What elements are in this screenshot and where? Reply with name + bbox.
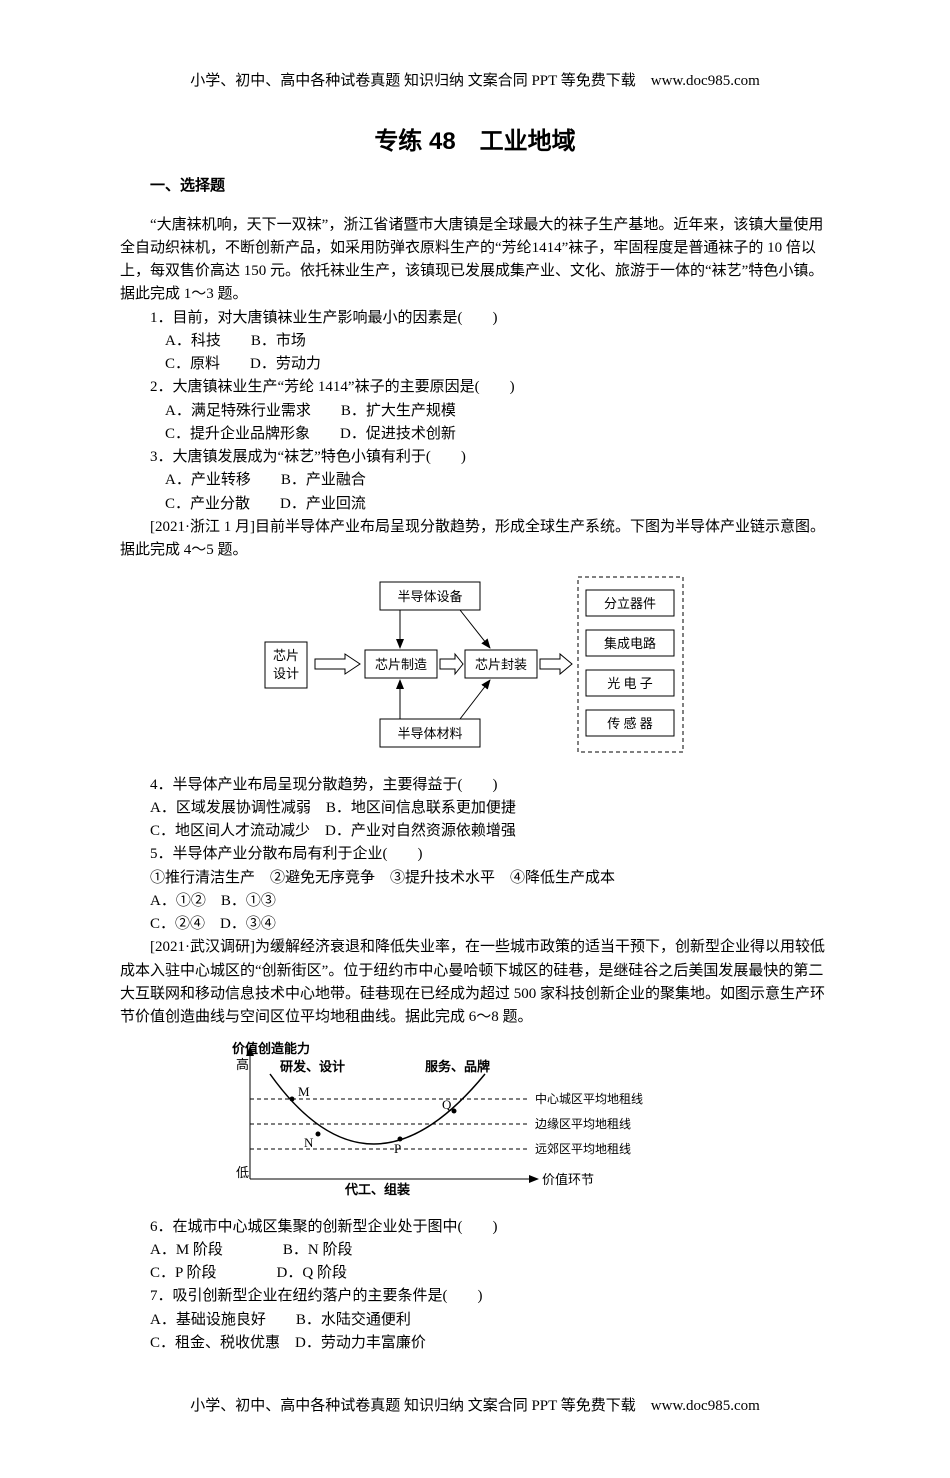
question-5-statements: ①推行清洁生产 ②避免无序竞争 ③提升技术水平 ④降低生产成本 xyxy=(120,867,830,890)
question-5: 5．半导体产业分散布局有利于企业( ) xyxy=(120,843,830,866)
question-5-options-row1: A．①② B．①③ xyxy=(120,890,830,913)
curve-right-label: 服务、品牌 xyxy=(425,1059,490,1074)
question-7: 7．吸引创新型企业在纽约落户的主要条件是( ) xyxy=(120,1285,830,1308)
y-bottom: 低 xyxy=(236,1165,249,1180)
node-sensor: 传 感 器 xyxy=(607,716,653,731)
section-heading: 一、选择题 xyxy=(120,175,830,198)
question-5-options-row2: C．②④ D．③④ xyxy=(120,913,830,936)
question-2-options-row1: A．满足特殊行业需求 B．扩大生产规模 xyxy=(120,400,830,423)
node-materials: 半导体材料 xyxy=(397,726,462,741)
node-chip-design-l1: 芯片 xyxy=(273,648,299,663)
x-axis-label: 价值环节 xyxy=(542,1172,594,1187)
question-1-options-row2: C．原料 D．劳动力 xyxy=(120,353,830,376)
semiconductor-svg: 芯片 设计 半导体设备 半导体材料 芯片制造 芯片封装 xyxy=(260,572,690,757)
question-4-options-row2: C．地区间人才流动减少 D．产业对自然资源依赖增强 xyxy=(120,820,830,843)
question-1-options-row1: A．科技 B．市场 xyxy=(120,330,830,353)
rent-line-suburb: 远郊区平均地租线 xyxy=(535,1142,631,1156)
question-6-options-row2: C．P 阶段 D．Q 阶段 xyxy=(120,1262,830,1285)
question-3-options-row2: C．产业分散 D．产业回流 xyxy=(120,493,830,516)
page-header: 小学、初中、高中各种试卷真题 知识归纳 文案合同 PPT 等免费下载 www.d… xyxy=(120,70,830,93)
question-3: 3．大唐镇发展成为“袜艺”特色小镇有利于( ) xyxy=(120,446,830,469)
smile-curve-diagram: 价值创造能力 高 低 价值环节 研发、设计 服务、品牌 代工、组装 中心城区平均… xyxy=(120,1039,830,1207)
question-3-options-row1: A．产业转移 B．产业融合 xyxy=(120,469,830,492)
y-axis-label: 价值创造能力 xyxy=(232,1041,310,1056)
question-6: 6．在城市中心城区集聚的创新型企业处于图中( ) xyxy=(120,1216,830,1239)
node-ic: 集成电路 xyxy=(604,636,656,651)
rent-line-edge: 边缘区平均地租线 xyxy=(535,1117,631,1131)
passage-2: [2021·浙江 1 月]目前半导体产业布局呈现分散趋势，形成全球生产系统。下图… xyxy=(120,516,830,563)
point-M: M xyxy=(298,1084,310,1099)
node-packaging: 芯片封装 xyxy=(475,657,527,672)
question-4-options-row1: A．区域发展协调性减弱 B．地区间信息联系更加便捷 xyxy=(120,797,830,820)
point-P: P xyxy=(394,1141,401,1156)
node-manufacture: 芯片制造 xyxy=(375,657,427,672)
node-opto: 光 电 子 xyxy=(607,676,653,691)
node-equipment: 半导体设备 xyxy=(397,589,462,604)
page: 小学、初中、高中各种试卷真题 知识归纳 文案合同 PPT 等免费下载 www.d… xyxy=(0,0,950,1478)
rent-line-center: 中心城区平均地租线 xyxy=(535,1091,643,1106)
passage-1: “大唐袜机响，天下一双袜”，浙江省诸暨市大唐镇是全球最大的袜子生产基地。近年来，… xyxy=(120,214,830,307)
question-2: 2．大唐镇袜业生产“芳纶 1414”袜子的主要原因是( ) xyxy=(120,376,830,399)
point-N: N xyxy=(304,1135,314,1150)
curve-bottom-label: 代工、组装 xyxy=(344,1182,410,1197)
page-footer: 小学、初中、高中各种试卷真题 知识归纳 文案合同 PPT 等免费下载 www.d… xyxy=(120,1395,830,1418)
node-chip-design-l2: 设计 xyxy=(273,666,299,681)
question-2-options-row2: C．提升企业品牌形象 D．促进技术创新 xyxy=(120,423,830,446)
question-1: 1．目前，对大唐镇袜业生产影响最小的因素是( ) xyxy=(120,307,830,330)
question-7-options-row1: A．基础设施良好 B．水陆交通便利 xyxy=(120,1309,830,1332)
question-6-options-row1: A．M 阶段 B．N 阶段 xyxy=(120,1239,830,1262)
lesson-title: 专练 48 工业地域 xyxy=(120,123,830,160)
semiconductor-diagram: 芯片 设计 半导体设备 半导体材料 芯片制造 芯片封装 xyxy=(120,572,830,765)
question-4: 4．半导体产业布局呈现分散趋势，主要得益于( ) xyxy=(120,774,830,797)
point-Q: Q xyxy=(442,1097,452,1112)
node-discrete: 分立器件 xyxy=(604,596,656,611)
passage-3: [2021·武汉调研]为缓解经济衰退和降低失业率，在一些城市政策的适当干预下，创… xyxy=(120,936,830,1029)
curve-left-label: 研发、设计 xyxy=(280,1059,345,1074)
y-top: 高 xyxy=(236,1057,249,1072)
smile-curve-svg: 价值创造能力 高 低 价值环节 研发、设计 服务、品牌 代工、组装 中心城区平均… xyxy=(200,1039,680,1199)
